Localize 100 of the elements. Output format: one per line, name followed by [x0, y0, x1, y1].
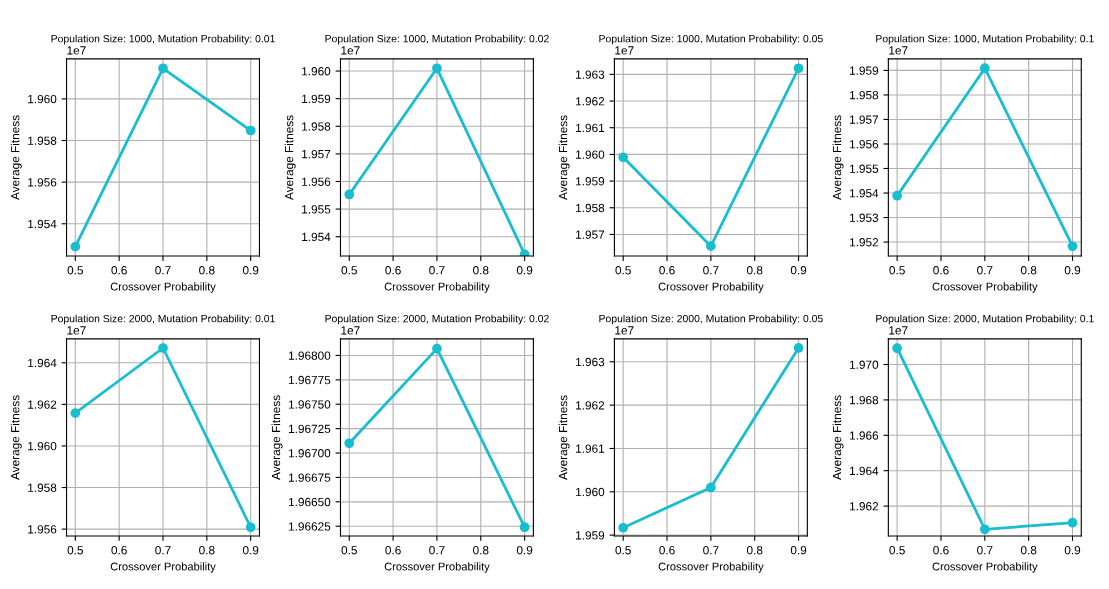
y-tick-label: 1.960	[576, 150, 605, 159]
point	[344, 438, 355, 449]
y-tick-label: 1.959	[302, 94, 331, 104]
x-tick-label: 0.8	[473, 546, 489, 555]
y-tick-label: 1.956	[850, 140, 879, 149]
text: 1e7	[67, 46, 86, 55]
x-tick-label: 0.8	[1020, 266, 1037, 275]
point	[793, 63, 804, 74]
x-tick-label: 0.5	[341, 266, 357, 275]
y-tick-label: 1.958	[28, 483, 57, 492]
text: 1e7	[615, 326, 634, 335]
y-tick-label: 1.958	[28, 136, 57, 145]
x-tick-label: 0.5	[341, 546, 357, 555]
chart-title: Population Size: 1000, Mutation Probability: 0.1	[876, 34, 1094, 45]
x-tick-label: 0.6	[659, 546, 675, 555]
x-tick-label: 0.6	[385, 546, 401, 555]
x-tick-label: 0.7	[977, 546, 993, 555]
point	[70, 408, 81, 418]
x-tick-label: 0.9	[1064, 266, 1081, 275]
x-tick-label: 0.9	[1064, 546, 1081, 555]
y-axis-title: Average Fitness	[10, 115, 22, 200]
y-tick-label: 1.957	[850, 115, 879, 124]
y-tick-label: 1.96650	[288, 497, 331, 507]
text: 1e7	[341, 46, 360, 55]
x-tick-label: 0.5	[67, 266, 84, 275]
y-tick-label: 1.953	[850, 213, 879, 222]
chart-title: Population Size: 1000, Mutation Probability: 0.01	[51, 34, 275, 45]
x-axis-title: Crossover Probability	[384, 562, 490, 573]
y-tick-label: 1.958	[850, 90, 879, 100]
x-tick-label: 0.7	[155, 266, 171, 275]
point	[158, 63, 168, 74]
y-tick-label: 1.956	[302, 177, 331, 186]
x-tick-label: 0.7	[429, 546, 445, 555]
x-tick-label: 0.8	[199, 266, 215, 275]
point	[1067, 517, 1078, 528]
x-tick-label: 0.8	[473, 266, 489, 275]
point	[1067, 241, 1078, 252]
y-tick-label: 1.964	[28, 358, 57, 368]
point	[706, 241, 716, 252]
y-axis-title: Average Fitness	[558, 115, 570, 200]
x-axis-title: Crossover Probability	[110, 562, 216, 573]
y-tick-label: 1.960	[576, 487, 605, 497]
y-axis-title: Average Fitness	[284, 115, 296, 200]
chart-title: Population Size: 2000, Mutation Probability: 0.01	[51, 314, 275, 325]
y-axis-title: Average Fitness	[832, 395, 844, 480]
point	[793, 343, 804, 353]
y-tick-label: 1.954	[28, 219, 57, 229]
point	[70, 241, 81, 252]
x-tick-label: 0.9	[516, 546, 533, 555]
y-tick-label: 1.956	[28, 525, 57, 534]
point	[618, 522, 629, 533]
point	[158, 343, 168, 353]
y-tick-label: 1.963	[576, 70, 605, 79]
x-axis-title: Crossover Probability	[932, 562, 1038, 573]
y-tick-label: 1.961	[576, 444, 605, 453]
x-tick-label: 0.9	[242, 266, 259, 275]
y-tick-label: 1.962	[576, 97, 605, 106]
y-tick-label: 1.955	[302, 205, 331, 214]
x-tick-label: 0.6	[933, 266, 949, 275]
x-tick-label: 0.8	[746, 546, 763, 555]
x-tick-label: 0.6	[111, 546, 127, 555]
point	[979, 63, 990, 74]
point	[245, 522, 256, 533]
chart-title: Population Size: 2000, Mutation Probability: 0.1	[876, 314, 1094, 325]
y-tick-label: 1.960	[302, 67, 331, 76]
y-tick-label: 1.958	[576, 203, 605, 213]
text: 1e7	[341, 326, 360, 335]
x-axis-title: Crossover Probability	[658, 562, 764, 573]
x-tick-label: 0.6	[111, 266, 127, 275]
x-tick-label: 0.9	[790, 546, 807, 555]
y-tick-label: 1.961	[576, 123, 605, 133]
point	[979, 524, 990, 535]
y-axis-title: Average Fitness	[832, 115, 844, 200]
y-tick-label: 1.966	[850, 431, 879, 440]
text: 1e7	[889, 46, 908, 55]
y-tick-label: 1.96775	[288, 375, 331, 385]
x-tick-label: 0.6	[659, 266, 675, 275]
x-axis-title: Crossover Probability	[932, 282, 1038, 293]
x-tick-label: 0.5	[615, 546, 631, 555]
y-tick-label: 1.962	[576, 401, 605, 410]
chart-title: Population Size: 2000, Mutation Probability: 0.02	[325, 314, 549, 325]
y-axis-title: Average Fitness	[10, 395, 22, 480]
y-tick-label: 1.960	[28, 441, 57, 451]
y-tick-label: 1.959	[576, 531, 605, 540]
y-tick-label: 1.963	[576, 357, 605, 367]
point	[245, 125, 256, 136]
y-tick-label: 1.96700	[288, 449, 331, 458]
chart-title: Population Size: 1000, Mutation Probability: 0.02	[325, 34, 549, 45]
y-tick-label: 1.954	[302, 232, 331, 242]
x-axis-title: Crossover Probability	[110, 282, 216, 293]
y-tick-label: 1.957	[576, 230, 605, 239]
x-tick-label: 0.9	[516, 266, 533, 275]
x-tick-label: 0.9	[790, 266, 807, 275]
y-tick-label: 1.962	[28, 400, 57, 409]
x-tick-label: 0.6	[933, 546, 949, 555]
x-tick-label: 0.7	[703, 546, 719, 555]
y-tick-label: 1.954	[850, 189, 879, 198]
y-tick-label: 1.957	[302, 149, 331, 159]
y-tick-label: 1.959	[576, 177, 605, 186]
y-axis-title: Average Fitness	[558, 395, 570, 480]
